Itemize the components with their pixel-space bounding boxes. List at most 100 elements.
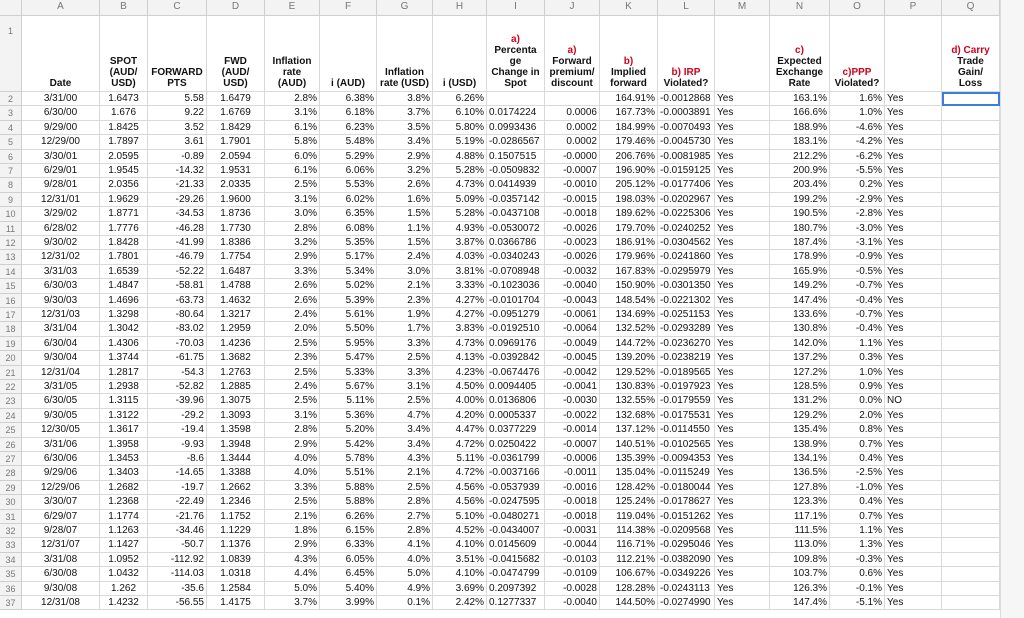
cell[interactable]: -0.0251153 [658,308,715,323]
cell[interactable]: 2.0595 [100,149,148,164]
cell[interactable]: -0.0018 [545,509,600,524]
cell[interactable]: 0.8% [830,423,885,438]
cell[interactable]: 1.2817 [100,365,148,380]
cell[interactable]: -3.1% [830,236,885,251]
cell[interactable]: 3.51% [433,552,487,568]
cell[interactable]: -0.89 [148,149,207,164]
cell[interactable]: 144.72% [600,336,658,352]
cell[interactable]: 3.4% [377,135,433,150]
cell[interactable]: 0.0005337 [487,408,545,424]
cell[interactable]: 2.0594 [207,149,265,164]
cell[interactable]: -0.0202967 [658,192,715,208]
cell[interactable]: -58.81 [148,279,207,294]
cell[interactable]: -5.5% [830,164,885,179]
cell[interactable]: Yes [715,135,770,150]
cell[interactable]: 0.0969176 [487,336,545,352]
cell[interactable]: 137.12% [600,423,658,438]
cell[interactable]: -114.03 [148,567,207,582]
cell[interactable] [942,437,1000,452]
cell[interactable]: Yes [715,538,770,553]
cell[interactable]: 3.2% [377,164,433,179]
cell[interactable]: 4.56% [433,480,487,496]
cell[interactable]: 4.52% [433,524,487,539]
cell[interactable]: 4.0% [265,452,320,467]
cell[interactable] [942,365,1000,380]
row-number[interactable]: 7 [0,164,22,179]
cell[interactable] [942,466,1000,481]
cell[interactable]: -21.76 [148,509,207,524]
cell[interactable]: -80.64 [148,308,207,323]
cell[interactable]: -0.0304562 [658,236,715,251]
cell[interactable]: -8.6 [148,452,207,467]
cell[interactable]: Yes [715,408,770,424]
cell[interactable]: Yes [885,293,942,308]
cell[interactable]: -0.0014 [545,423,600,438]
cell[interactable]: Yes [715,120,770,136]
cell[interactable]: 1.2885 [207,380,265,395]
cell[interactable]: -0.0209568 [658,524,715,539]
cell[interactable]: -19.7 [148,480,207,496]
cell[interactable]: -4.2% [830,135,885,150]
cell[interactable]: 1.6769 [207,106,265,121]
cell[interactable]: 4.03% [433,250,487,265]
cell[interactable]: -0.0530072 [487,221,545,236]
cell[interactable]: 6.23% [320,120,377,136]
cell[interactable]: -6.2% [830,149,885,164]
cell[interactable]: 3.5% [377,120,433,136]
cell[interactable]: 1.0% [830,365,885,380]
cell[interactable]: 0.2097392 [487,581,545,596]
cell[interactable]: 2.6% [377,178,433,193]
header-cell[interactable]: SPOT (AUD/USD) [100,16,148,92]
cell[interactable]: 2.6% [265,279,320,294]
cell[interactable]: 3.1% [377,380,433,395]
cell[interactable]: -0.0951279 [487,308,545,323]
cell[interactable]: -0.0197923 [658,380,715,395]
cell[interactable]: 5.19% [433,135,487,150]
cell[interactable]: 4.13% [433,351,487,366]
cell[interactable]: -0.0241860 [658,250,715,265]
row-number[interactable]: 34 [0,552,22,568]
cell[interactable]: 0.9% [830,380,885,395]
cell[interactable]: 2.7% [377,509,433,524]
cell[interactable]: 1.4696 [100,293,148,308]
cell[interactable] [942,264,1000,280]
row-number[interactable]: 31 [0,509,22,524]
cell[interactable] [942,581,1000,596]
row-number[interactable]: 13 [0,250,22,265]
cell[interactable]: 3/31/04 [22,322,100,337]
cell[interactable]: 206.76% [600,149,658,164]
cell[interactable]: -0.0012868 [658,92,715,107]
cell[interactable]: 135.39% [600,452,658,467]
cell[interactable]: -52.82 [148,380,207,395]
cell[interactable]: 123.3% [770,495,830,510]
cell[interactable]: 5.28% [433,207,487,222]
cell[interactable]: 1.2584 [207,581,265,596]
cell[interactable]: 4.72% [433,437,487,452]
row-number[interactable]: 16 [0,293,22,308]
cell[interactable]: -0.0011 [545,466,600,481]
cell[interactable] [942,394,1000,409]
cell[interactable]: -0.0301350 [658,279,715,294]
cell[interactable]: 1.3122 [100,408,148,424]
cell[interactable]: -61.75 [148,351,207,366]
cell[interactable]: -0.0006 [545,452,600,467]
cell[interactable]: 125.24% [600,495,658,510]
cell[interactable]: 9/28/07 [22,524,100,539]
cell[interactable]: 129.52% [600,365,658,380]
cell[interactable]: -0.0040 [545,279,600,294]
cell[interactable]: 4.20% [433,408,487,424]
cell[interactable]: -0.0114550 [658,423,715,438]
cell[interactable]: 1.2682 [100,480,148,496]
cell[interactable]: 212.2% [770,149,830,164]
cell[interactable]: -0.0018 [545,495,600,510]
cell[interactable]: -0.4% [830,322,885,337]
cell[interactable]: 12/31/01 [22,192,100,208]
cell[interactable]: 3.1% [265,192,320,208]
cell[interactable]: 6/30/03 [22,279,100,294]
column-letter[interactable]: I [487,0,545,16]
cell[interactable]: 1.9% [377,308,433,323]
cell[interactable]: 6.0% [265,149,320,164]
cell[interactable]: 6.06% [320,164,377,179]
cell[interactable]: -70.03 [148,336,207,352]
cell[interactable]: 0.2% [830,178,885,193]
